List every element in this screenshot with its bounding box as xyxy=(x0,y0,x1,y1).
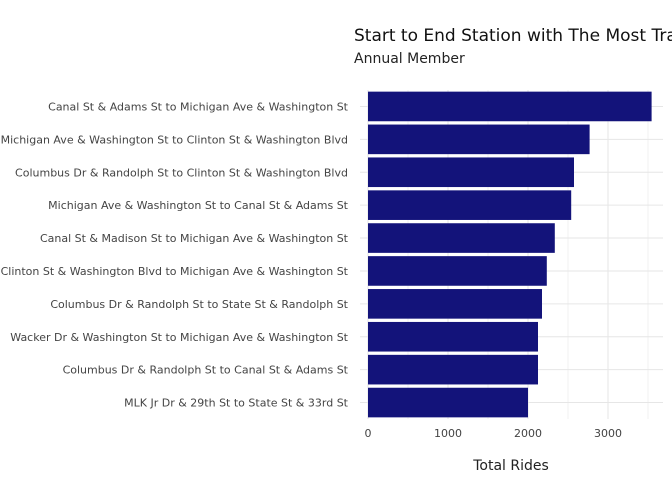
category-label: Wacker Dr & Washington St to Michigan Av… xyxy=(10,331,348,344)
chart-subtitle: Annual Member xyxy=(354,51,465,67)
category-label: Columbus Dr & Randolph St to Clinton St … xyxy=(15,166,348,179)
category-label: Michigan Ave & Washington St to Clinton … xyxy=(1,133,348,146)
category-label: Columbus Dr & Randolph St to Canal St & … xyxy=(63,364,349,377)
category-labels: Canal St & Adams St to Michigan Ave & Wa… xyxy=(1,100,349,409)
bar xyxy=(368,124,590,155)
category-label: Clinton St & Washington Blvd to Michigan… xyxy=(1,265,349,278)
bar xyxy=(368,321,538,352)
x-axis-title: Total Rides xyxy=(472,458,549,474)
category-label: Michigan Ave & Washington St to Canal St… xyxy=(48,199,349,212)
bar xyxy=(368,91,652,122)
bar xyxy=(368,190,572,220)
bar xyxy=(368,289,542,319)
category-label: Canal St & Adams St to Michigan Ave & Wa… xyxy=(48,100,349,113)
category-label: Canal St & Madison St to Michigan Ave & … xyxy=(40,232,349,245)
x-tick-label: 2000 xyxy=(514,427,542,440)
x-tick-labels: 0 1000 2000 3000 xyxy=(365,427,623,440)
x-tick-label: 1000 xyxy=(434,427,462,440)
bar xyxy=(368,256,547,286)
category-label: Columbus Dr & Randolph St to State St & … xyxy=(50,298,348,311)
x-tick-label: 0 xyxy=(365,427,372,440)
chart-title: Start to End Station with The Most Traff… xyxy=(354,26,672,46)
x-tick-label: 3000 xyxy=(594,427,622,440)
bars xyxy=(368,91,652,418)
bar xyxy=(368,387,528,418)
category-label: MLK Jr Dr & 29th St to State St & 33rd S… xyxy=(124,397,349,410)
bar xyxy=(368,157,574,188)
bar xyxy=(368,223,555,253)
bar xyxy=(368,354,538,385)
